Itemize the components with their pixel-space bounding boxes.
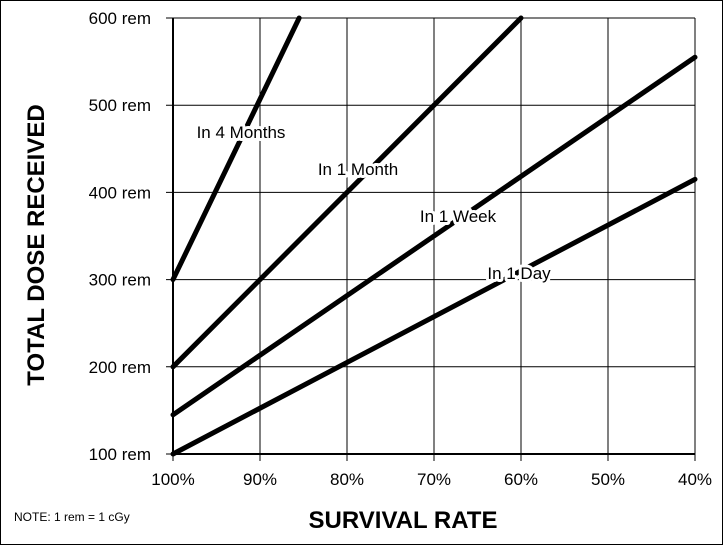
series-line (170, 15, 302, 283)
y-tick-label: 300 rem (89, 271, 151, 290)
series-label: In 1 Week (420, 207, 497, 226)
series-label: In 1 Month (318, 160, 398, 179)
y-tick-label: 500 rem (89, 96, 151, 115)
x-tick-label: 90% (243, 470, 277, 489)
x-tick-label: 50% (591, 470, 625, 489)
series-line (170, 15, 524, 370)
grid (166, 17, 696, 461)
series-label: In 4 Months (197, 123, 286, 142)
note-text: NOTE: 1 rem = 1 cGy (14, 510, 130, 524)
series-labels: In 4 Months In 1 Month In 1 Week In 1 Day (194, 120, 555, 286)
tick-labels: 100% 90% 80% 70% 60% 50% 40% 100 rem 200 rem 300 … (89, 9, 712, 489)
y-axis-title: TOTAL DOSE RECEIVED (23, 104, 50, 385)
x-tick-label: 70% (417, 470, 451, 489)
x-tick-label: 80% (330, 470, 364, 489)
series-line (170, 176, 698, 457)
series-lines (170, 15, 698, 457)
x-tick-label: 40% (678, 470, 712, 489)
y-tick-label: 100 rem (89, 445, 151, 464)
axes (172, 18, 695, 455)
series-label: In 1 Day (487, 264, 551, 283)
x-tick-label: 60% (504, 470, 538, 489)
series-line (170, 54, 698, 418)
x-tick-label: 100% (151, 470, 194, 489)
y-tick-label: 400 rem (89, 183, 151, 202)
y-tick-label: 200 rem (89, 358, 151, 377)
x-axis-title: SURVIVAL RATE (309, 507, 498, 534)
y-tick-label: 600 rem (89, 9, 151, 28)
